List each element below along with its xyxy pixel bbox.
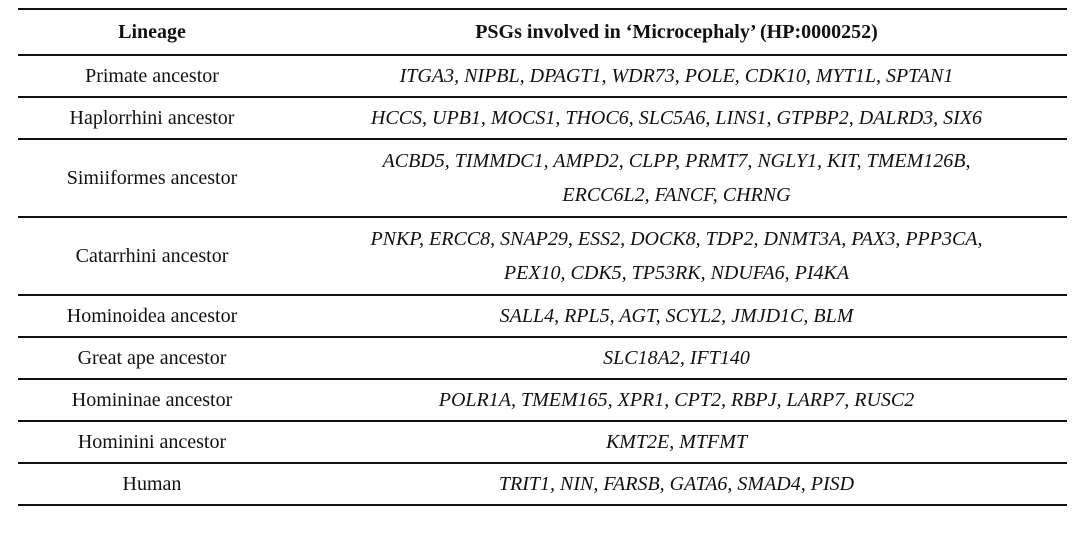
gene-list-line: POLR1A, TMEM165, XPR1, CPT2, RBPJ, LARP7… bbox=[438, 389, 915, 411]
table-row: Homininae ancestor POLR1A, TMEM165, XPR1… bbox=[18, 379, 1067, 421]
header-row: Lineage PSGs involved in ‘Microcephaly’ … bbox=[18, 9, 1067, 55]
table-row: Hominoidea ancestor SALL4, RPL5, AGT, SC… bbox=[18, 295, 1067, 337]
table-row: Catarrhini ancestor PNKP, ERCC8, SNAP29,… bbox=[18, 217, 1067, 295]
gene-list-line: PEX10, CDK5, TP53RK, NDUFA6, PI4KA bbox=[503, 262, 850, 284]
genes-cell: SLC18A2, IFT140 bbox=[286, 337, 1067, 379]
gene-list-line: SLC18A2, IFT140 bbox=[603, 347, 750, 369]
gene-list-line: TRIT1, NIN, FARSB, GATA6, SMAD4, PISD bbox=[498, 473, 855, 495]
lineage-cell: Haplorrhini ancestor bbox=[69, 106, 235, 129]
table-row: Primate ancestor ITGA3, NIPBL, DPAGT1, W… bbox=[18, 55, 1067, 97]
lineage-cell: Human bbox=[122, 472, 182, 495]
lineage-cell: Hominini ancestor bbox=[77, 430, 227, 453]
gene-list-line: KMT2E, MTFMT bbox=[605, 431, 748, 453]
lineage-cell: Homininae ancestor bbox=[71, 388, 233, 411]
gene-list-line: HCCS, UPB1, MOCS1, THOC6, SLC5A6, LINS1,… bbox=[370, 107, 983, 129]
lineage-cell: Great ape ancestor bbox=[77, 346, 227, 369]
gene-list-line: ITGA3, NIPBL, DPAGT1, WDR73, POLE, CDK10… bbox=[399, 65, 954, 87]
table-row: Great ape ancestor SLC18A2, IFT140 bbox=[18, 337, 1067, 379]
genes-cell: HCCS, UPB1, MOCS1, THOC6, SLC5A6, LINS1,… bbox=[286, 97, 1067, 139]
psg-table-container: Lineage PSGs involved in ‘Microcephaly’ … bbox=[18, 8, 1067, 506]
gene-list-line: PNKP, ERCC8, SNAP29, ESS2, DOCK8, TDP2, … bbox=[370, 228, 983, 250]
genes-cell: PNKP, ERCC8, SNAP29, ESS2, DOCK8, TDP2, … bbox=[286, 217, 1067, 295]
genes-cell: POLR1A, TMEM165, XPR1, CPT2, RBPJ, LARP7… bbox=[286, 379, 1067, 421]
genes-cell: KMT2E, MTFMT bbox=[286, 421, 1067, 463]
genes-cell: SALL4, RPL5, AGT, SCYL2, JMJD1C, BLM bbox=[286, 295, 1067, 337]
header-genes: PSGs involved in ‘Microcephaly’ (HP:0000… bbox=[475, 20, 878, 43]
table-row: Human TRIT1, NIN, FARSB, GATA6, SMAD4, P… bbox=[18, 463, 1067, 505]
gene-list-line: SALL4, RPL5, AGT, SCYL2, JMJD1C, BLM bbox=[499, 305, 854, 327]
genes-cell: TRIT1, NIN, FARSB, GATA6, SMAD4, PISD bbox=[286, 463, 1067, 505]
lineage-cell: Primate ancestor bbox=[85, 64, 219, 87]
genes-cell: ITGA3, NIPBL, DPAGT1, WDR73, POLE, CDK10… bbox=[286, 55, 1067, 97]
gene-list-line: ERCC6L2, FANCF, CHRNG bbox=[562, 184, 791, 206]
table-header: Lineage PSGs involved in ‘Microcephaly’ … bbox=[18, 9, 1067, 55]
lineage-cell: Catarrhini ancestor bbox=[75, 244, 229, 267]
psg-table: Lineage PSGs involved in ‘Microcephaly’ … bbox=[18, 8, 1067, 506]
header-lineage: Lineage bbox=[118, 20, 186, 43]
lineage-cell: Simiiformes ancestor bbox=[66, 166, 238, 189]
table-body: Primate ancestor ITGA3, NIPBL, DPAGT1, W… bbox=[18, 55, 1067, 505]
table-row: Hominini ancestor KMT2E, MTFMT bbox=[18, 421, 1067, 463]
gene-list-line: ACBD5, TIMMDC1, AMPD2, CLPP, PRMT7, NGLY… bbox=[382, 150, 971, 172]
table-row: Haplorrhini ancestor HCCS, UPB1, MOCS1, … bbox=[18, 97, 1067, 139]
table-row: Simiiformes ancestor ACBD5, TIMMDC1, AMP… bbox=[18, 139, 1067, 217]
lineage-cell: Hominoidea ancestor bbox=[66, 304, 238, 327]
genes-cell: ACBD5, TIMMDC1, AMPD2, CLPP, PRMT7, NGLY… bbox=[286, 139, 1067, 217]
